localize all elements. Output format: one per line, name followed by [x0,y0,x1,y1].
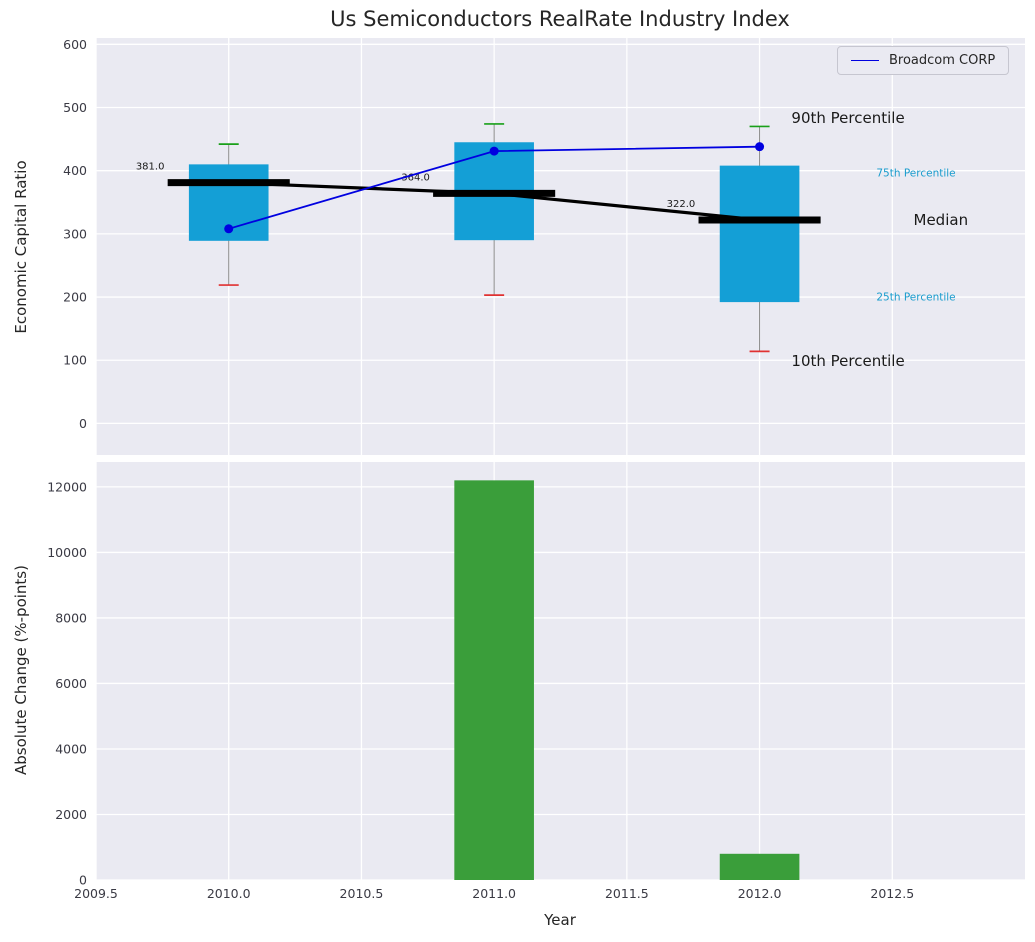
percentile-annotation: 25th Percentile [876,292,955,304]
y-tick-label-bottom: 10000 [47,545,87,560]
percentile-annotation: 75th Percentile [876,167,955,179]
top-plot-background [96,38,1025,455]
y-tick-label-top: 0 [79,416,87,431]
percentile-annotation: 90th Percentile [791,109,904,127]
broadcom-point [224,224,234,234]
x-tick-label: 2012.0 [738,886,782,901]
x-tick-label: 2011.0 [472,886,516,901]
x-tick-label: 2009.5 [74,886,118,901]
y-tick-label-top: 400 [63,163,87,178]
y-tick-label-top: 600 [63,37,87,52]
change-bar [719,853,800,880]
y-tick-label-bottom: 0 [79,873,87,888]
y-tick-label-bottom: 8000 [55,610,87,625]
y-tick-label-top: 300 [63,226,87,241]
y-tick-label-top: 500 [63,100,87,115]
y-axis-label-bottom: Absolute Change (%-points) [12,565,30,775]
x-tick-label: 2011.5 [605,886,649,901]
percentile-box [719,165,800,303]
median-value-label: 381.0 [136,162,165,173]
bottom-plot-background [96,462,1025,880]
broadcom-point [755,142,765,152]
y-tick-label-bottom: 4000 [55,741,87,756]
y-tick-label-top: 100 [63,353,87,368]
x-tick-label: 2010.0 [207,886,251,901]
x-axis-label: Year [544,911,576,929]
percentile-annotation: Median [914,211,969,229]
y-tick-label-top: 200 [63,290,87,305]
y-axis-label-top: Economic Capital Ratio [12,160,30,334]
broadcom-point [489,146,499,156]
x-tick-label: 2012.5 [870,886,914,901]
change-bar [454,480,534,880]
y-tick-label-bottom: 12000 [47,479,87,494]
legend-label: Broadcom CORP [889,53,996,68]
percentile-annotation: 10th Percentile [791,352,904,370]
chart-title: Us Semiconductors RealRate Industry Inde… [330,7,790,31]
median-value-label: 364.0 [401,172,430,183]
y-tick-label-bottom: 6000 [55,676,87,691]
legend: Broadcom CORP [837,46,1010,75]
x-tick-label: 2010.5 [340,886,384,901]
y-tick-label-bottom: 2000 [55,807,87,822]
legend-line-sample [851,60,879,61]
median-value-label: 322.0 [667,199,696,210]
